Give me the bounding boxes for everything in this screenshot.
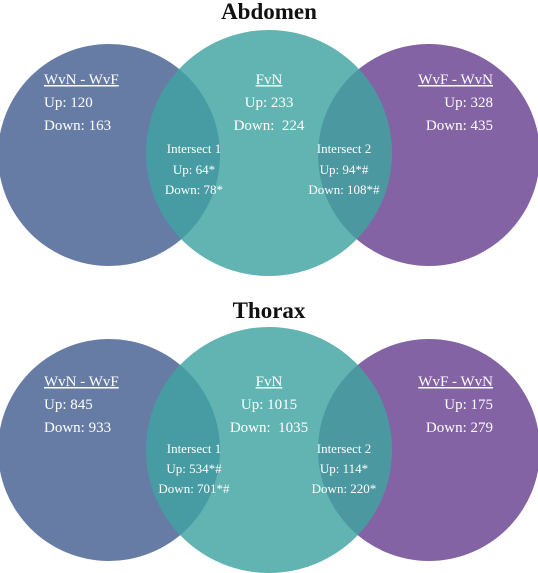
thorax-left-up: Up: 845 [44, 397, 93, 413]
thorax-intersect1-down: Down: 701*# [158, 481, 230, 496]
abdomen-intersect1-name: Intersect 1 [167, 141, 222, 156]
abdomen-panel: Abdomen WvN - WvF Up: 120 Down: 163 FvN … [0, 0, 538, 276]
abdomen-left-name: WvN - WvF [44, 72, 119, 88]
thorax-middle-up: Up: 1015 [241, 397, 297, 413]
abdomen-right-name: WvF - WvN [418, 72, 493, 88]
abdomen-intersect2-up: Up: 94*# [320, 162, 369, 177]
thorax-middle-circle [146, 327, 392, 573]
thorax-intersect2-up: Up: 114* [320, 461, 368, 476]
thorax-left-down: Down: 933 [44, 420, 111, 436]
thorax-right-up: Up: 175 [444, 397, 493, 413]
abdomen-middle-down: Down: 224 [234, 118, 305, 134]
abdomen-right-up: Up: 328 [444, 95, 493, 111]
abdomen-middle-name: FvN [256, 72, 283, 88]
thorax-title: Thorax [233, 298, 306, 323]
abdomen-intersect2-down: Down: 108*# [308, 182, 380, 197]
thorax-intersect2-name: Intersect 2 [317, 441, 372, 456]
abdomen-middle-up: Up: 233 [245, 95, 294, 111]
abdomen-intersect1-down: Down: 78* [165, 182, 223, 197]
thorax-middle-down: Down: 1035 [230, 420, 308, 436]
thorax-middle-name: FvN [256, 374, 283, 390]
thorax-panel: Thorax WvN - WvF Up: 845 Down: 933 FvN U… [0, 298, 538, 573]
abdomen-intersect2-name: Intersect 2 [317, 141, 372, 156]
abdomen-left-down: Down: 163 [44, 118, 111, 134]
thorax-intersect1-name: Intersect 1 [167, 441, 222, 456]
abdomen-right-down: Down: 435 [426, 118, 493, 134]
abdomen-middle-circle [146, 30, 392, 276]
abdomen-left-up: Up: 120 [44, 95, 93, 111]
thorax-intersect1-up: Up: 534*# [166, 461, 222, 476]
thorax-intersect2-down: Down: 220* [312, 481, 377, 496]
abdomen-title: Abdomen [221, 0, 317, 24]
abdomen-intersect1-up: Up: 64* [173, 162, 215, 177]
thorax-right-name: WvF - WvN [418, 374, 493, 390]
thorax-left-name: WvN - WvF [44, 374, 119, 390]
thorax-right-down: Down: 279 [426, 420, 493, 436]
